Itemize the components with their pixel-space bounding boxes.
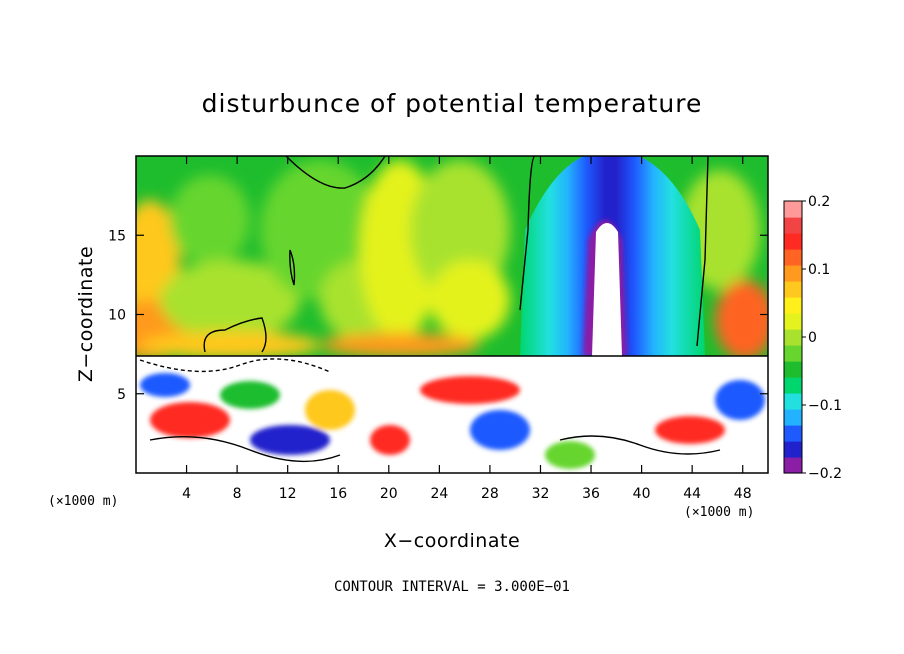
x-tick-label: 48: [734, 486, 752, 502]
y-axis: 5 10 15: [108, 228, 768, 403]
x-tick-label: 12: [279, 486, 297, 502]
colorbar-swatch: [784, 313, 802, 330]
y-axis-label: Z−coordinate: [75, 246, 97, 382]
x-unit-left: (×1000 m): [48, 494, 118, 509]
colorbar-tick-label: −0.2: [808, 466, 842, 482]
updraft-white: [592, 223, 622, 356]
x-tick-label: 24: [430, 486, 448, 502]
y-tick-label: 10: [108, 308, 126, 324]
colorbar-swatch: [784, 393, 802, 410]
colorbar-tick-label: 0.1: [808, 262, 830, 278]
colorbar: 0.2 0.1 0 −0.1 −0.2: [783, 194, 842, 482]
colorbar-swatch: [784, 281, 802, 298]
colorbar-swatch: [784, 457, 802, 474]
colorbar-swatch: [784, 377, 802, 394]
colorbar-tick-label: 0: [808, 330, 817, 346]
colorbar-swatch: [784, 249, 802, 266]
x-tick-label: 4: [182, 486, 191, 502]
colorbar-swatch: [784, 297, 802, 314]
colorbar-swatch: [784, 409, 802, 426]
colorbar-tick-label: −0.1: [808, 398, 842, 414]
colorbar-tick-label: 0.2: [808, 194, 830, 210]
y-tick-label: 15: [108, 228, 126, 244]
x-tick-label: 28: [481, 486, 499, 502]
x-tick-label: 44: [683, 486, 701, 502]
colorbar-swatch: [784, 233, 802, 250]
x-axis: 4 8 12 16 20 24 28 32 36 40 44 48: [182, 156, 752, 502]
colorbar-swatch: [784, 361, 802, 378]
y-tick-label: 5: [117, 387, 126, 403]
colorbar-swatch: [784, 425, 802, 442]
x-axis-label: X−coordinate: [384, 530, 520, 552]
x-tick-label: 40: [633, 486, 651, 502]
colorbar-swatch: [784, 265, 802, 282]
colorbar-swatch: [784, 329, 802, 346]
colorbar-swatch: [784, 345, 802, 362]
contour-interval-note: CONTOUR INTERVAL = 3.000E−01: [334, 579, 570, 595]
contour-lines: [136, 156, 768, 463]
colorbar-swatch: [784, 201, 802, 218]
x-tick-label: 36: [582, 486, 600, 502]
x-tick-label: 8: [233, 486, 242, 502]
plot-field: [136, 156, 768, 473]
lower-field: [136, 356, 768, 473]
x-unit-right: (×1000 m): [684, 505, 754, 520]
chart-title: disturbunce of potential temperature: [202, 89, 703, 118]
colorbar-swatch: [784, 217, 802, 234]
x-tick-label: 32: [532, 486, 550, 502]
x-tick-label: 16: [329, 486, 347, 502]
colorbar-swatch: [784, 441, 802, 458]
x-tick-label: 20: [380, 486, 398, 502]
